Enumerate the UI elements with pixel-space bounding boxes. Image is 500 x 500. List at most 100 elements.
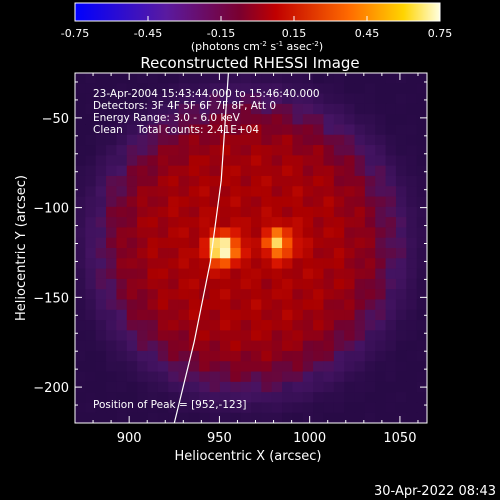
heatmap-cell	[375, 350, 387, 362]
heatmap-cell	[292, 381, 304, 393]
heatmap-cell	[188, 309, 200, 321]
heatmap-cell	[106, 248, 118, 259]
heatmap-cell	[364, 73, 376, 84]
heatmap-cell	[323, 165, 335, 177]
heatmap-cell	[116, 93, 128, 105]
colorbar-tick-label: 0.15	[282, 27, 307, 40]
heatmap-cell	[375, 175, 387, 187]
heatmap-cell	[261, 73, 273, 84]
heatmap-cell	[240, 248, 252, 259]
heatmap-cell	[333, 134, 345, 146]
heatmap-cell	[375, 114, 387, 126]
heatmap-cell	[116, 248, 128, 259]
heatmap-cell	[126, 134, 138, 146]
heatmap-cell	[261, 350, 273, 362]
heatmap-cell	[302, 114, 314, 126]
heatmap-cell	[395, 278, 407, 290]
heatmap-cell	[85, 83, 97, 95]
heatmap-cell	[95, 165, 107, 177]
heatmap-cell	[147, 145, 159, 156]
heatmap-cell	[188, 278, 200, 290]
heatmap-cell	[395, 299, 407, 311]
heatmap-cell	[188, 73, 200, 84]
heatmap-cell	[333, 124, 345, 136]
heatmap-cell	[219, 93, 231, 105]
heatmap-cell	[364, 124, 376, 136]
heatmap-cell	[209, 350, 221, 362]
heatmap-cell	[302, 186, 314, 198]
heatmap-cell	[137, 361, 149, 373]
heatmap-cell	[416, 114, 427, 126]
heatmap-cell	[168, 371, 180, 383]
heatmap-cell	[323, 309, 335, 321]
heatmap-cell	[364, 299, 376, 311]
heatmap-cell	[344, 330, 356, 342]
heatmap-cell	[282, 124, 294, 136]
heatmap-cell	[95, 268, 107, 280]
heatmap-cell	[137, 278, 149, 290]
heatmap-cell	[199, 155, 211, 167]
heatmap-cell	[375, 320, 387, 331]
heatmap-cell	[385, 73, 397, 84]
heatmap-cell	[126, 299, 138, 311]
heatmap-cell	[323, 268, 335, 280]
heatmap-cell	[126, 227, 138, 239]
heatmap-cell	[416, 268, 427, 280]
heatmap-cell	[137, 134, 149, 146]
heatmap-cell	[292, 83, 304, 95]
heatmap-cell	[147, 412, 159, 423]
heatmap-cell	[178, 289, 190, 301]
heatmap-cell	[137, 145, 149, 156]
heatmap-cell	[251, 392, 262, 404]
heatmap-cell	[251, 361, 262, 373]
heatmap-cell	[188, 83, 200, 95]
heatmap-cell	[126, 237, 138, 249]
heatmap-cell	[261, 402, 273, 414]
heatmap-cell	[126, 124, 138, 136]
heatmap-cell	[395, 175, 407, 187]
heatmap-cell	[199, 124, 211, 136]
heatmap-cell	[157, 134, 169, 146]
heatmap-cell	[261, 103, 273, 115]
heatmap-cell	[282, 309, 294, 321]
heatmap-cell	[364, 392, 376, 404]
heatmap-cell	[375, 186, 387, 198]
heatmap-cell	[157, 402, 169, 414]
heatmap-cell	[364, 217, 376, 229]
heatmap-cell	[106, 320, 118, 331]
heatmap-cell	[313, 258, 325, 270]
heatmap-cell	[85, 134, 97, 146]
heatmap-cell	[271, 186, 283, 198]
heatmap-cell	[188, 134, 200, 146]
heatmap-cell	[261, 381, 273, 393]
heatmap-cell	[209, 155, 221, 167]
heatmap-cell	[75, 248, 86, 259]
heatmap-cell	[116, 299, 128, 311]
heatmap-cell	[240, 134, 252, 146]
heatmap-cell	[178, 248, 190, 259]
heatmap-cell	[230, 392, 242, 404]
heatmap-cell	[323, 155, 335, 167]
heatmap-cell	[282, 268, 294, 280]
heatmap-cell	[137, 93, 149, 105]
heatmap-cell	[230, 93, 242, 105]
heatmap-cell	[292, 227, 304, 239]
heatmap-cell	[354, 227, 366, 239]
heatmap-cell	[230, 227, 242, 239]
heatmap-cell	[313, 134, 325, 146]
heatmap-cell	[116, 320, 128, 331]
heatmap-cell	[344, 73, 356, 84]
heatmap-cell	[147, 268, 159, 280]
heatmap-cell	[395, 83, 407, 95]
heatmap-cell	[75, 402, 86, 414]
heatmap-cell	[95, 114, 107, 126]
heatmap-cell	[230, 289, 242, 301]
heatmap-cell	[85, 103, 97, 115]
heatmap-cell	[271, 83, 283, 95]
heatmap-cell	[375, 145, 387, 156]
heatmap-cell	[261, 268, 273, 280]
heatmap-cell	[106, 361, 118, 373]
heatmap-cell	[416, 165, 427, 177]
heatmap-cell	[95, 330, 107, 342]
heatmap-cell	[95, 381, 107, 393]
